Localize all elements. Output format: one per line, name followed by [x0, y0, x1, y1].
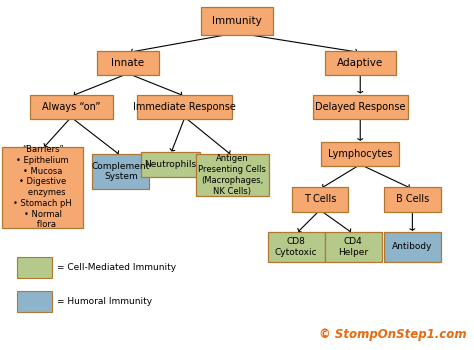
Text: B Cells: B Cells [396, 195, 429, 204]
FancyBboxPatch shape [268, 232, 325, 262]
FancyBboxPatch shape [292, 187, 348, 212]
Text: “Barriers”
• Epithelium
• Mucosa
• Digestive
   enzymes
• Stomach pH
• Normal
  : “Barriers” • Epithelium • Mucosa • Diges… [13, 145, 72, 229]
Text: © StompOnStep1.com: © StompOnStep1.com [319, 328, 467, 341]
FancyBboxPatch shape [325, 51, 396, 75]
FancyBboxPatch shape [321, 142, 399, 166]
FancyBboxPatch shape [17, 257, 52, 278]
FancyBboxPatch shape [384, 232, 441, 262]
FancyBboxPatch shape [141, 152, 200, 177]
FancyBboxPatch shape [92, 154, 149, 189]
Text: Innate: Innate [111, 58, 145, 68]
Text: Antigen
Presenting Cells
(Macrophages,
NK Cells): Antigen Presenting Cells (Macrophages, N… [198, 154, 266, 196]
FancyBboxPatch shape [2, 147, 83, 228]
FancyBboxPatch shape [17, 290, 52, 312]
FancyBboxPatch shape [29, 94, 113, 119]
Text: Immediate Response: Immediate Response [133, 102, 237, 112]
FancyBboxPatch shape [97, 51, 159, 75]
Text: Delayed Response: Delayed Response [315, 102, 405, 112]
Text: CD4
Helper: CD4 Helper [338, 237, 368, 257]
Text: Adaptive: Adaptive [337, 58, 383, 68]
Text: Lymphocytes: Lymphocytes [328, 149, 392, 159]
Text: Neutrophils: Neutrophils [145, 160, 197, 169]
FancyBboxPatch shape [137, 94, 232, 119]
FancyBboxPatch shape [201, 7, 273, 35]
Text: = Cell-Mediated Immunity: = Cell-Mediated Immunity [57, 263, 176, 272]
FancyBboxPatch shape [195, 154, 269, 196]
Text: T Cells: T Cells [304, 195, 336, 204]
Text: Antibody: Antibody [392, 242, 433, 251]
Text: = Humoral Immunity: = Humoral Immunity [57, 296, 152, 306]
FancyBboxPatch shape [384, 187, 441, 212]
Text: Complement
System: Complement System [92, 162, 150, 181]
Text: CD8
Cytotoxic: CD8 Cytotoxic [275, 237, 318, 257]
Text: Always “on”: Always “on” [42, 102, 100, 112]
FancyBboxPatch shape [325, 232, 382, 262]
Text: Immunity: Immunity [212, 16, 262, 26]
FancyBboxPatch shape [313, 94, 408, 119]
